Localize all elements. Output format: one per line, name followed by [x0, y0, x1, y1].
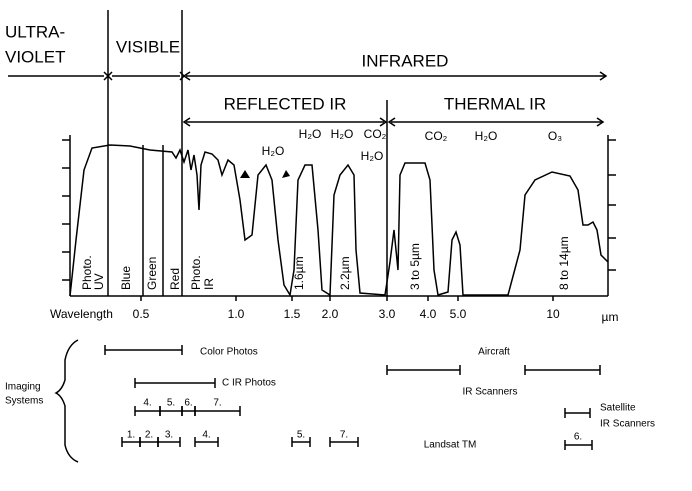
range-bar	[104, 345, 183, 355]
label: H₂O	[361, 149, 384, 163]
label: 3 to 5µm	[408, 243, 422, 290]
range-bar	[524, 365, 601, 375]
label: 6.	[184, 398, 192, 409]
label: O₃	[548, 129, 562, 143]
label: Blue	[119, 266, 133, 290]
label: 2.2µm	[338, 256, 352, 290]
label: Photo.	[189, 255, 203, 290]
label: Landsat TM	[424, 440, 477, 451]
label: 0.5	[133, 307, 150, 321]
label: 1.	[127, 430, 135, 441]
label: 2.0	[322, 307, 339, 321]
label: 3.	[165, 430, 173, 441]
label: Imaging	[5, 382, 41, 393]
label: 3.0	[379, 307, 396, 321]
label: Red	[168, 268, 182, 290]
label: 2.	[145, 430, 153, 441]
label: 1.0	[228, 307, 245, 321]
range-bar	[386, 365, 461, 375]
label: Color Photos	[200, 347, 258, 358]
label: 5.0	[450, 307, 467, 321]
label: 7.	[340, 430, 348, 441]
range-bar	[134, 378, 216, 388]
label: 4.0	[420, 307, 437, 321]
range-bar	[194, 437, 219, 447]
label: Wavelength	[50, 307, 113, 321]
range-bar	[157, 437, 181, 447]
label: H₂O	[299, 127, 322, 141]
label: C IR Photos	[222, 378, 276, 389]
label: 5.	[297, 430, 305, 441]
label: H₂O	[331, 127, 354, 141]
marker	[240, 170, 250, 178]
range-bar	[564, 408, 591, 418]
label: Satellite	[600, 403, 636, 414]
label: H₂O	[475, 129, 498, 143]
label: 4.	[202, 430, 210, 441]
label: CO₂	[425, 129, 448, 143]
label: 1.5	[284, 307, 301, 321]
range-bar	[329, 437, 359, 447]
label: 5.	[167, 398, 175, 409]
label: THERMAL IR	[444, 94, 546, 113]
label: Systems	[5, 396, 43, 407]
arrows	[8, 71, 608, 127]
label: CO₂	[364, 127, 387, 141]
label: VIOLET	[5, 47, 65, 66]
label: Aircraft	[478, 347, 510, 358]
label: 6.	[574, 432, 582, 443]
marker	[282, 170, 290, 178]
label: 4.	[143, 398, 151, 409]
label: IR Scanners	[600, 419, 655, 430]
label: ULTRA-	[5, 22, 65, 41]
label: H₂O	[262, 144, 285, 158]
brace	[54, 339, 79, 463]
label: µm	[602, 310, 619, 324]
range-bar	[291, 437, 311, 447]
range-bar	[564, 440, 593, 450]
label: REFLECTED IR	[224, 94, 347, 113]
label: 1.6µm	[292, 256, 306, 290]
label: INFRARED	[362, 51, 449, 70]
range-bar	[194, 406, 241, 416]
label: 10	[546, 307, 560, 321]
transmission-curve	[69, 144, 609, 298]
label: IR	[202, 278, 216, 290]
label: VISIBLE	[116, 37, 180, 56]
label: Green	[145, 257, 159, 290]
axis-ticks	[62, 139, 616, 281]
label: IR Scanners	[462, 387, 517, 398]
label: 7.	[213, 398, 221, 409]
label: Photo.	[80, 255, 94, 290]
label: UV	[92, 273, 106, 290]
label: 8 to 14µm	[557, 236, 571, 290]
